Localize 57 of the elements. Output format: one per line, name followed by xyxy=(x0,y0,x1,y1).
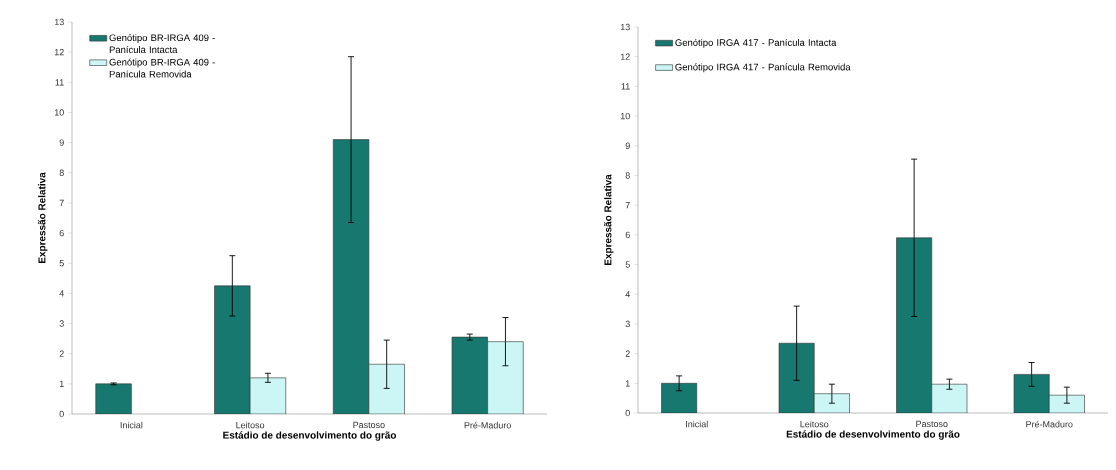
y-tick-label: 9 xyxy=(59,139,64,146)
bar xyxy=(249,377,287,414)
y-tick-label: 12 xyxy=(54,49,64,56)
bar xyxy=(368,363,405,414)
y-tick-label: 12 xyxy=(620,53,630,60)
legend-label: Genótipo BR-IRGA 409 - Panícula Removida xyxy=(109,58,215,78)
x-axis-title: Estádio de desenvolvimento do grão xyxy=(786,430,960,440)
bar xyxy=(813,393,850,413)
y-tick-label: 5 xyxy=(59,260,64,267)
y-tick-label: 9 xyxy=(625,142,630,149)
bar xyxy=(95,383,132,414)
y-tick-label: 13 xyxy=(54,18,64,26)
y-tick-label: 8 xyxy=(625,172,630,179)
x-tick-label: Pré-Maduro xyxy=(464,421,511,429)
y-tick-label: 4 xyxy=(59,290,64,297)
y-tick-label: 7 xyxy=(59,199,64,207)
bar xyxy=(1013,374,1050,413)
x-tick-label: Pastoso xyxy=(916,420,948,428)
y-tick-label: 3 xyxy=(59,320,64,327)
bar xyxy=(214,285,251,414)
x-axis-title: Estádio de desenvolvimento do grão xyxy=(223,431,397,441)
bar xyxy=(332,139,370,414)
x-tick-label: Pré-Maduro xyxy=(1026,420,1073,428)
y-tick-label: 10 xyxy=(620,112,630,120)
bar xyxy=(487,341,524,414)
y-tick-label: 3 xyxy=(625,320,630,328)
bar xyxy=(931,383,968,413)
y-axis-title: Expressão Relativa xyxy=(38,172,48,264)
y-tick-label: 4 xyxy=(625,291,630,298)
bar xyxy=(451,336,488,414)
y-tick-label: 6 xyxy=(59,229,64,237)
y-tick-label: 0 xyxy=(625,409,630,417)
y-tick-label: 5 xyxy=(625,261,630,268)
bar xyxy=(1048,394,1085,413)
y-tick-label: 2 xyxy=(625,350,630,357)
y-tick-label: 2 xyxy=(59,350,64,357)
x-tick-label: Leitoso xyxy=(236,421,265,429)
y-tick-label: 13 xyxy=(620,23,630,31)
legend-label: Genótipo BR-IRGA 409 - Panícula Intacta xyxy=(109,34,215,54)
y-tick-label: 11 xyxy=(55,79,64,86)
legend-label: Genótipo IRGA 417 - Panícula Removida xyxy=(675,63,851,73)
y-tick-label: 7 xyxy=(625,202,630,209)
legend-label: Genótipo IRGA 417 - Panícula Intacta xyxy=(675,38,837,48)
x-tick-label: Inicial xyxy=(686,420,708,428)
y-tick-label: 0 xyxy=(59,410,64,418)
y-tick-label: 1 xyxy=(625,380,630,387)
x-tick-label: Pastoso xyxy=(353,421,385,429)
y-tick-label: 10 xyxy=(54,109,64,116)
y-tick-label: 11 xyxy=(621,83,630,90)
bar xyxy=(896,237,933,413)
y-tick-label: 8 xyxy=(59,169,64,176)
y-tick-label: 6 xyxy=(625,231,630,239)
x-tick-label: Leitoso xyxy=(800,420,829,428)
x-tick-label: Inicial xyxy=(120,421,143,429)
y-tick-label: 1 xyxy=(59,380,64,387)
bar xyxy=(661,383,698,413)
y-axis-title: Expressão Relativa xyxy=(604,174,614,266)
